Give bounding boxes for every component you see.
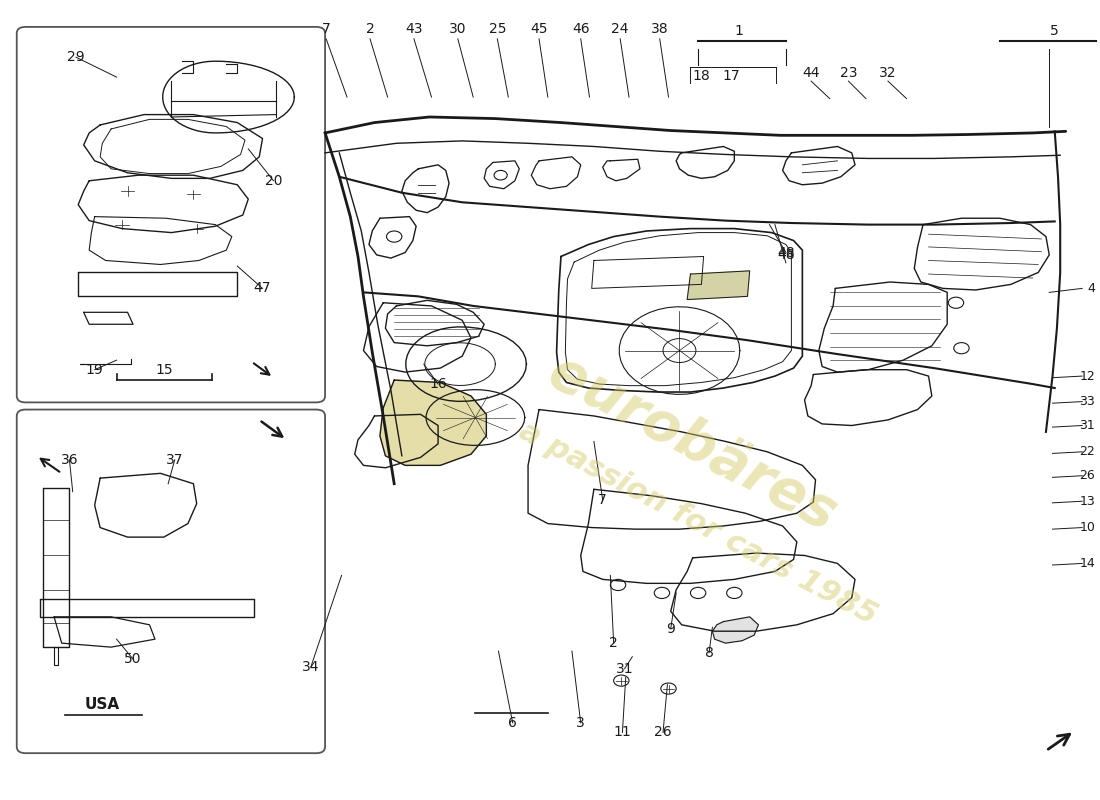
- FancyBboxPatch shape: [16, 27, 326, 402]
- Polygon shape: [688, 271, 750, 299]
- Text: 38: 38: [651, 22, 669, 36]
- Text: 29: 29: [67, 50, 85, 64]
- Text: 9: 9: [667, 622, 675, 636]
- Text: 26: 26: [1079, 470, 1096, 482]
- Text: 1: 1: [735, 24, 744, 38]
- Text: 37: 37: [166, 453, 184, 466]
- Text: 46: 46: [572, 22, 590, 36]
- Text: 19: 19: [86, 362, 103, 377]
- Text: 44: 44: [802, 66, 820, 80]
- Bar: [144, 135, 164, 145]
- Text: USA: USA: [85, 697, 120, 712]
- Text: 7: 7: [322, 22, 330, 36]
- Text: 18: 18: [693, 69, 711, 82]
- Text: 4: 4: [1088, 282, 1096, 295]
- Text: 5: 5: [1050, 24, 1059, 38]
- Text: 11: 11: [614, 726, 631, 739]
- Text: 24: 24: [612, 22, 629, 36]
- Text: eurobäres: eurobäres: [540, 346, 846, 542]
- Text: 6: 6: [508, 716, 517, 730]
- Text: 20: 20: [265, 174, 283, 188]
- Text: 8: 8: [705, 646, 714, 660]
- Text: 32: 32: [879, 66, 896, 80]
- Text: 14: 14: [1079, 557, 1096, 570]
- Bar: [117, 133, 139, 145]
- Text: 10: 10: [1079, 521, 1096, 534]
- Text: 3: 3: [576, 716, 585, 730]
- Text: 30: 30: [449, 22, 466, 36]
- Polygon shape: [713, 617, 759, 643]
- Text: 36: 36: [60, 453, 78, 466]
- Text: 17: 17: [723, 69, 740, 82]
- Text: 45: 45: [530, 22, 548, 36]
- Text: a passion for cars 1985: a passion for cars 1985: [514, 417, 882, 630]
- Text: 16: 16: [429, 377, 447, 391]
- Text: 33: 33: [1079, 395, 1096, 408]
- Text: 43: 43: [405, 22, 422, 36]
- Text: 26: 26: [654, 726, 672, 739]
- Text: 15: 15: [155, 362, 173, 377]
- Text: 34: 34: [302, 660, 320, 674]
- Text: 2: 2: [365, 22, 374, 36]
- Text: 48: 48: [777, 248, 794, 262]
- Text: 31: 31: [616, 662, 634, 676]
- Text: 13: 13: [1079, 494, 1096, 508]
- Text: 31: 31: [1079, 419, 1096, 432]
- Text: 12: 12: [1079, 370, 1096, 382]
- Text: 47: 47: [254, 282, 272, 295]
- Text: 7: 7: [598, 493, 607, 506]
- Text: 25: 25: [488, 22, 506, 36]
- Text: 22: 22: [1079, 446, 1096, 458]
- Polygon shape: [379, 380, 486, 466]
- Text: 2: 2: [609, 636, 618, 650]
- Text: 23: 23: [839, 66, 857, 80]
- Text: 50: 50: [124, 652, 142, 666]
- Text: 48: 48: [777, 246, 794, 259]
- FancyBboxPatch shape: [16, 410, 326, 753]
